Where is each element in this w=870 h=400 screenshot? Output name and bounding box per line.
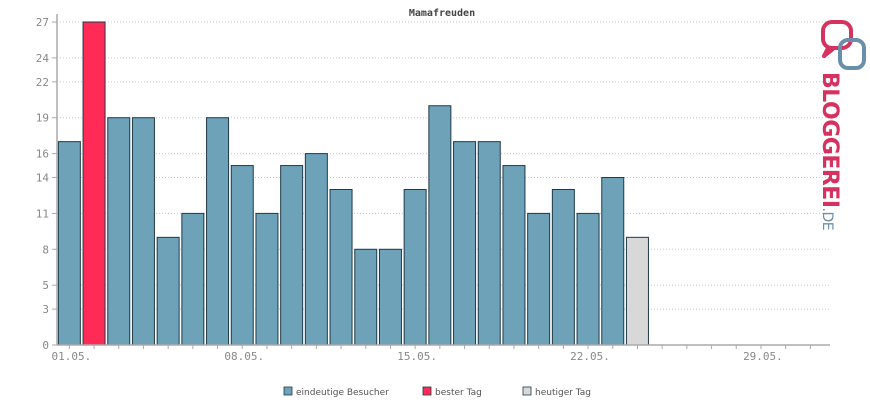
bar-day-8 bbox=[230, 165, 254, 346]
y-tick-label: 19 bbox=[36, 112, 49, 125]
y-tick-labels: 0 3 5 8 11 14 16 19 22 24 27 bbox=[36, 16, 57, 352]
bar-day-21 bbox=[551, 188, 575, 346]
bar-day-23 bbox=[601, 177, 625, 346]
y-tick-label: 14 bbox=[36, 172, 50, 185]
x-tick-label: 22.05. bbox=[570, 350, 610, 363]
bar-day-24 bbox=[625, 236, 649, 346]
bar-day-10 bbox=[280, 165, 304, 346]
bar-day-14 bbox=[378, 248, 402, 346]
bar-day-13 bbox=[354, 248, 378, 346]
logo-suffix: .DE bbox=[819, 208, 835, 231]
bar-day-17 bbox=[453, 141, 477, 346]
legend-swatch bbox=[422, 386, 432, 396]
legend-swatch bbox=[522, 386, 532, 396]
x-tick-label: 15.05. bbox=[397, 350, 437, 363]
bar-day-12 bbox=[329, 188, 353, 346]
bar-day-22 bbox=[576, 212, 600, 346]
bar-day-16 bbox=[428, 105, 452, 346]
y-tick-label: 8 bbox=[42, 243, 49, 256]
x-tick-label: 01.05. bbox=[51, 350, 91, 363]
bar-day-3 bbox=[107, 117, 131, 346]
bars bbox=[57, 21, 649, 346]
y-tick-label: 3 bbox=[42, 303, 49, 316]
legend-label: eindeutige Besucher bbox=[296, 388, 389, 398]
legend-swatch bbox=[283, 386, 293, 396]
bar-day-2 bbox=[82, 21, 106, 346]
bar-day-15 bbox=[403, 188, 427, 346]
bar-day-7 bbox=[206, 117, 230, 346]
legend-label: bester Tag bbox=[435, 388, 482, 398]
y-tick-label: 16 bbox=[36, 148, 49, 161]
bar-day-5 bbox=[156, 236, 180, 346]
x-tick-label: 08.05. bbox=[224, 350, 264, 363]
y-tick-label: 5 bbox=[42, 279, 49, 292]
y-tick-label: 24 bbox=[36, 52, 50, 65]
legend: eindeutige Besucher bester Tag heutiger Ta… bbox=[283, 386, 591, 398]
bar-day-19 bbox=[502, 165, 526, 346]
x-tick-label: 29.05. bbox=[743, 350, 783, 363]
logo-main: BLOGGEREI bbox=[817, 72, 842, 208]
x-tick-labels: 01.05. 08.05. 15.05. 22.05. 29.05. bbox=[51, 345, 811, 363]
bar-day-11 bbox=[304, 153, 328, 346]
y-tick-label: 0 bbox=[42, 339, 49, 352]
speech-bubble-icon bbox=[821, 20, 866, 70]
legend-label: heutiger Tag bbox=[535, 388, 591, 398]
bar-day-9 bbox=[255, 212, 279, 346]
logo-wordmark: BLOGGEREI.DE bbox=[817, 72, 842, 230]
axes bbox=[56, 14, 830, 346]
bar-day-20 bbox=[527, 212, 551, 346]
bar-day-6 bbox=[181, 212, 205, 346]
y-tick-label: 22 bbox=[36, 76, 49, 89]
chart-title: Mamafreuden bbox=[409, 8, 475, 19]
bloggerei-logo: BLOGGEREI.DE bbox=[817, 20, 866, 230]
y-tick-label: 27 bbox=[36, 16, 49, 29]
bar-day-4 bbox=[131, 117, 155, 346]
bar-day-18 bbox=[477, 141, 501, 346]
y-tick-label: 11 bbox=[36, 207, 49, 220]
bar-day-1 bbox=[57, 141, 81, 346]
